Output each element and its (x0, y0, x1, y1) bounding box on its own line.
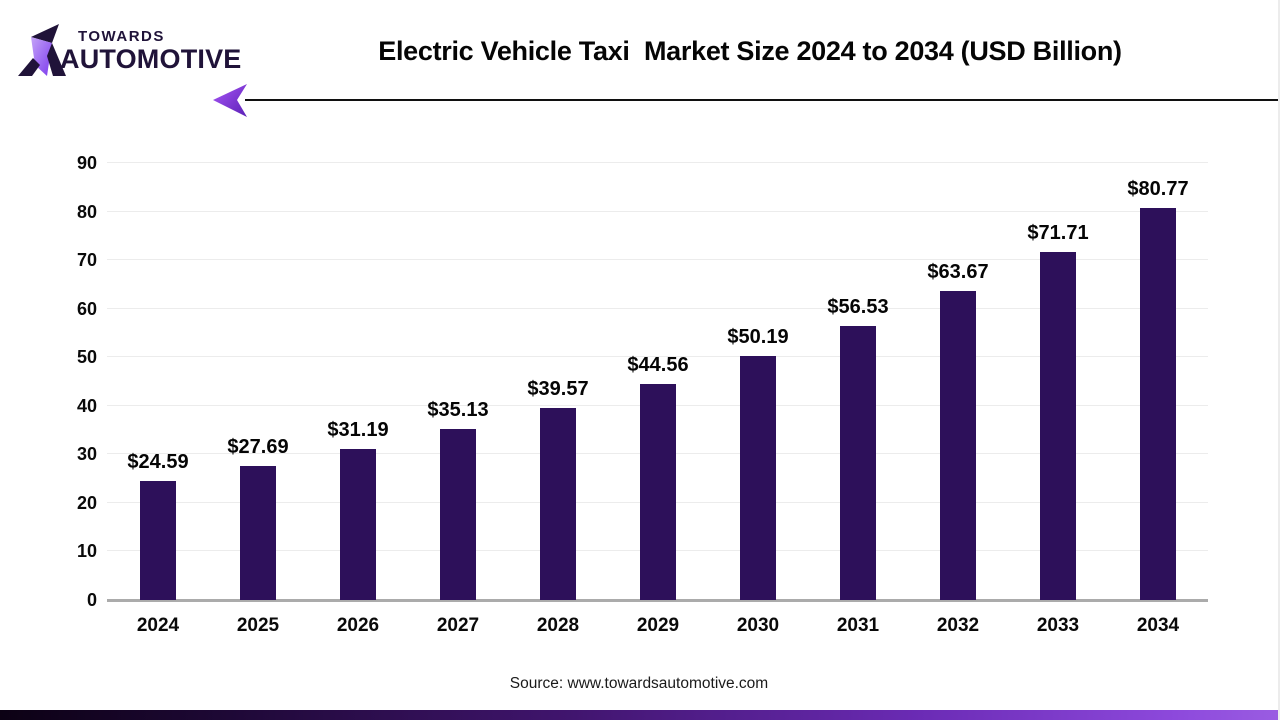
header-divider-line (245, 99, 1278, 101)
y-tick-label: 80 (76, 201, 97, 222)
bar-value-label: $63.67 (927, 260, 989, 283)
y-tick-label: 0 (86, 590, 97, 610)
y-tick-label: 60 (76, 298, 97, 319)
y-tick-label: 40 (76, 395, 97, 416)
bar-value-label: $80.77 (1127, 177, 1189, 200)
y-tick-label: 50 (76, 347, 97, 368)
bar-value-label: $35.13 (427, 399, 489, 422)
logo-a-mark-icon (18, 24, 66, 76)
bar (640, 383, 676, 600)
x-tick-label: 2026 (336, 615, 380, 636)
y-tick-label: 20 (76, 492, 97, 513)
bar (940, 290, 976, 600)
bottom-accent-strip (0, 710, 1278, 720)
bar (140, 480, 176, 600)
x-tick-label: 2034 (1136, 615, 1180, 636)
x-tick-label: 2032 (936, 615, 980, 636)
source-note: Source: www.towardsautomotive.com (509, 675, 769, 692)
bar-value-label: $27.69 (227, 435, 289, 458)
chart-title: Electric Vehicle Taxi Market Size 2024 t… (378, 36, 1122, 66)
y-tick-label: 90 (76, 153, 97, 173)
x-tick-label: 2025 (236, 615, 280, 636)
logo-text-automotive: AUTOMOTIVE (60, 44, 242, 74)
y-tick-label: 70 (76, 250, 97, 271)
y-tick-label: 10 (76, 541, 97, 562)
bar-value-label: $31.19 (327, 418, 389, 441)
bar-value-label: $39.57 (527, 377, 589, 400)
bar (240, 465, 276, 600)
x-tick-label: 2033 (1036, 615, 1080, 636)
bar (740, 356, 776, 600)
y-tick-label: 30 (76, 444, 97, 465)
grid-line (107, 259, 1208, 261)
bar-chart-plot-area: 0 10 20 30 40 50 60 70 80 90 $24.59 2024 $27.69 2025 $… (77, 153, 1208, 636)
x-axis-line (107, 599, 1208, 602)
x-tick-label: 2031 (836, 615, 880, 636)
bar-value-label: $44.56 (627, 353, 689, 376)
bar-value-label: $50.19 (727, 326, 789, 349)
bar (840, 325, 876, 600)
x-tick-label: 2029 (636, 615, 680, 636)
bar (1140, 207, 1176, 600)
logo-text-towards: TOWARDS (78, 28, 165, 45)
x-tick-label: 2028 (536, 615, 580, 636)
x-tick-label: 2030 (736, 615, 780, 636)
bar-value-label: $56.53 (827, 295, 889, 318)
bar (540, 407, 576, 600)
bar-value-label: $71.71 (1027, 221, 1089, 244)
grid-line (107, 356, 1208, 358)
x-tick-label: 2024 (136, 615, 180, 636)
bar-value-label: $24.59 (127, 450, 189, 473)
towards-automotive-logo: TOWARDS AUTOMOTIVE (16, 16, 241, 78)
grid-line (107, 210, 1208, 212)
x-tick-label: 2027 (436, 615, 480, 636)
bar (1040, 251, 1076, 600)
grid-line (107, 307, 1208, 309)
left-arrow-icon (213, 84, 247, 117)
bar (440, 429, 476, 600)
grid-line (107, 162, 1208, 163)
bar (340, 448, 376, 600)
